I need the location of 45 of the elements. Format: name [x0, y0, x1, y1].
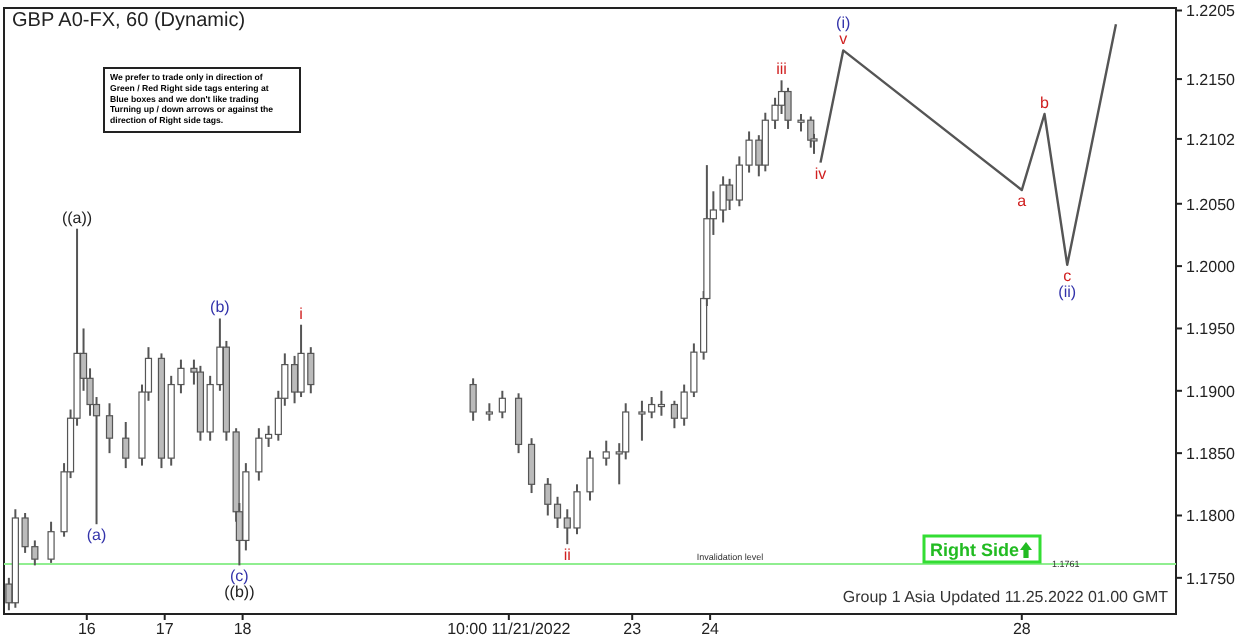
annotation: iv: [814, 164, 827, 183]
y-tick-label: 1.2102: [1186, 130, 1237, 149]
y-tick-label: 1.1950: [1186, 320, 1237, 339]
y-tick-label: 1.1800: [1186, 507, 1237, 526]
annotation: i: [299, 304, 304, 323]
candlestick: [122, 420, 130, 470]
x-tick-label: 28: [1012, 620, 1032, 638]
annotation: iii: [776, 60, 788, 79]
x-tick-label: 24: [701, 620, 721, 638]
candlestick: [784, 86, 792, 130]
candlestick: [469, 377, 477, 422]
candlestick: [527, 437, 536, 495]
annotation: (i): [836, 14, 851, 33]
annotation: b: [1040, 93, 1051, 112]
candlestick: [47, 520, 55, 564]
candlestick: [498, 389, 506, 420]
x-tick-label: 17: [155, 620, 175, 638]
annotation: c: [1063, 266, 1072, 285]
annotation: (c): [230, 567, 250, 586]
x-tick-label: 18: [233, 620, 253, 638]
x-tick-label: 10:00 11/21/2022: [447, 620, 572, 638]
annotation: ((a)): [61, 208, 93, 227]
annotation: ((b)): [224, 583, 256, 602]
annotation: v: [839, 30, 848, 49]
y-tick-label: 1.2050: [1186, 195, 1237, 214]
annotation: ii: [563, 546, 572, 565]
annotation: Group 1 Asia Updated 11.25.2022 01.00 GMT: [842, 588, 1169, 606]
y-tick-label: 1.1750: [1186, 569, 1237, 588]
candlestick: [514, 392, 523, 455]
candlestick: [602, 439, 610, 467]
y-tick-label: 1.1900: [1186, 382, 1237, 401]
y-tick-label: 1.2000: [1186, 258, 1237, 277]
annotation: a: [1017, 192, 1028, 211]
annotation: Right Side: [930, 540, 1019, 560]
x-tick-label: 23: [623, 620, 643, 638]
candlestick: [586, 449, 594, 502]
y-tick-label: 1.2150: [1186, 71, 1237, 90]
chart-title: GBP A0-FX, 60 (Dynamic): [12, 10, 246, 32]
candlestick: [105, 402, 114, 455]
annotation: (b): [210, 298, 231, 317]
y-tick-label: 1.2205: [1186, 2, 1237, 21]
y-tick-label: 1.1850: [1186, 445, 1237, 464]
annotation: (ii): [1058, 282, 1077, 301]
x-tick-label: 16: [77, 620, 97, 638]
annotation: (a): [86, 526, 107, 545]
